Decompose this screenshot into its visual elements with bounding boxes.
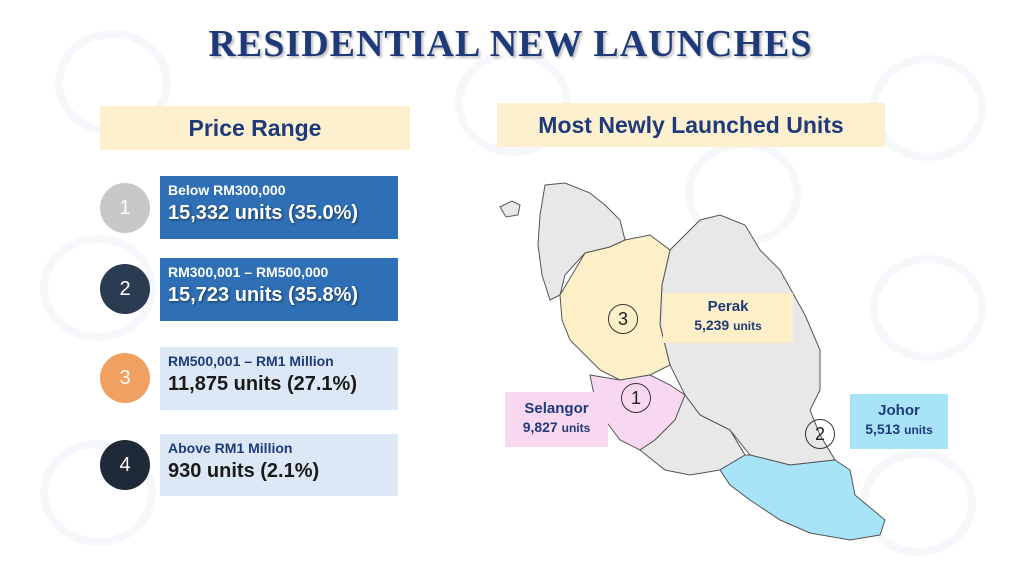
price-item-value: 11,875 units (27.1%) [168,373,357,395]
rank-circle-1: 1 [100,183,150,233]
price-item-value: 15,332 units (35.0%) [168,202,359,224]
price-item-3: RM500,001 – RM1 Million 11,875 units (27… [160,347,398,410]
page-title: RESIDENTIAL NEW LAUNCHES [208,23,813,65]
region-name: Selangor [524,400,589,417]
price-item-value: 930 units (2.1%) [168,460,320,482]
region-unit-word: units [561,421,591,435]
region-units: 5,513 [865,421,901,437]
map-rank-perak: 3 [608,304,638,334]
region-units: 9,827 [522,419,558,435]
rank-circle-3: 3 [100,353,150,403]
map-region-south-central [639,393,746,476]
peninsular-malaysia-map [499,182,886,541]
price-item-value: 15,723 units (35.8%) [168,284,359,306]
region-name: Johor [878,402,920,419]
most-units-heading: Most Newly Launched Units [497,103,885,147]
region-name: Perak [707,298,749,315]
region-label-perak: Perak 5,239 units [663,293,793,343]
watermark-logo [870,255,986,361]
price-item-label: RM500,001 – RM1 Million [168,353,334,369]
price-range-heading: Price Range [100,106,410,150]
watermark-logo [40,235,156,341]
map-island [499,200,521,218]
price-item-label: Above RM1 Million [168,440,293,456]
price-item-1: Below RM300,000 15,332 units (35.0%) [160,176,398,239]
price-item-2: RM300,001 – RM500,000 15,723 units (35.8… [160,258,398,321]
watermark-logo [870,55,986,161]
region-label-selangor: Selangor 9,827 units [505,392,608,447]
map-rank-johor: 2 [805,419,835,449]
watermark-logo [40,440,156,546]
map-region-johor [719,454,886,541]
region-label-johor: Johor 5,513 units [850,394,948,449]
price-item-label: Below RM300,000 [168,182,286,198]
rank-circle-2: 2 [100,264,150,314]
map-rank-selangor: 1 [621,383,651,413]
region-unit-word: units [733,319,762,333]
region-unit-word: units [904,423,933,437]
rank-circle-4: 4 [100,440,150,490]
price-item-4: Above RM1 Million 930 units (2.1%) [160,434,398,496]
region-units: 5,239 [694,317,730,333]
price-item-label: RM300,001 – RM500,000 [168,264,329,280]
